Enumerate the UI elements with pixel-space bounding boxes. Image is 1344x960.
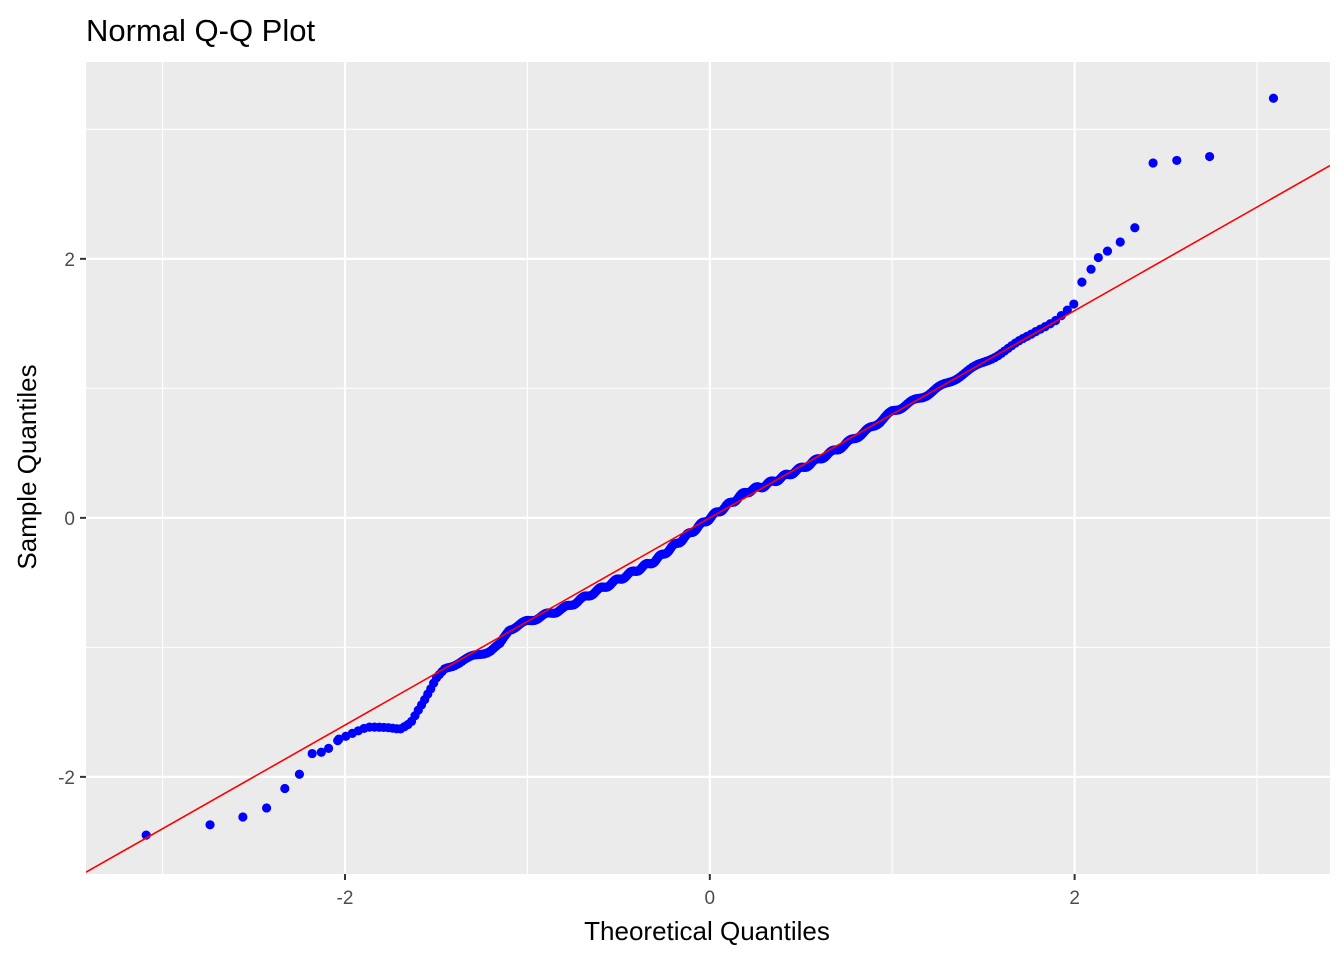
sample-point [1056,311,1066,321]
y-tick-label: 0 [64,509,75,530]
tail-point [294,769,305,779]
y-tick-label: -2 [58,768,75,789]
x-tick-label: 0 [705,888,716,909]
x-axis-title: Theoretical Quantiles [584,916,830,946]
y-axis: -2 0 2 [58,250,86,789]
tail-point [1172,155,1182,166]
x-axis: -2 0 2 [337,874,1080,909]
tail-point [261,803,272,813]
minor-gridlines [86,62,1330,874]
qq-reference-line [86,164,1330,873]
tail-point [205,820,215,830]
tail-point [1268,93,1279,103]
tail-point [1130,223,1140,233]
tail-point [238,812,248,822]
tail-point [307,748,317,759]
tail-point [1077,277,1087,287]
tail-point [1115,237,1125,247]
tail-point [333,736,343,746]
x-tick-label: -2 [337,888,354,909]
x-tick-label: 2 [1069,888,1080,909]
tail-point [280,783,290,794]
y-tick-label: 2 [64,250,75,271]
sample-point [1069,299,1079,309]
tail-point [1205,151,1215,162]
tail-point [1086,264,1096,274]
major-gridlines [86,62,1330,874]
tail-point [316,747,326,757]
y-axis-title: Sample Quantiles [12,364,42,569]
tail-point [1093,252,1103,263]
tail-point [1148,158,1158,168]
tail-point [1102,246,1113,256]
sample-point [1062,305,1072,315]
tail-point [323,743,334,753]
reference-line-layer [86,164,1330,873]
plot-panel [86,62,1330,874]
chart-title: Normal Q-Q Plot [86,13,315,48]
